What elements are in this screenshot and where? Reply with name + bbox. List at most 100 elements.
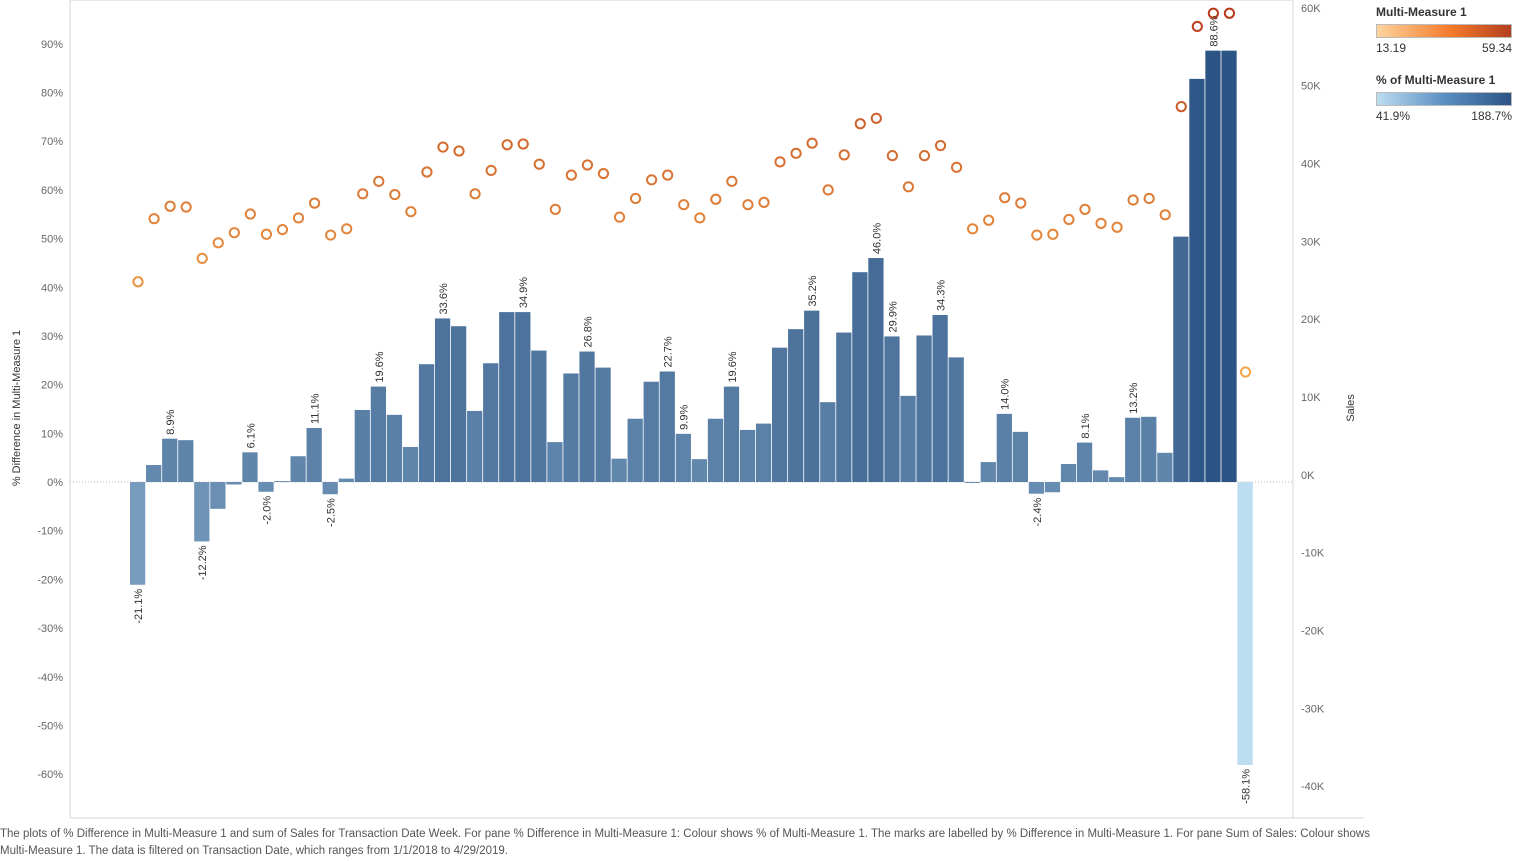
bar: [258, 482, 274, 492]
bar: [868, 258, 884, 483]
left-axis-title: % Difference in Multi-Measure 1: [11, 330, 23, 486]
bar: [627, 418, 643, 483]
sales-point: [613, 211, 626, 223]
bar-label: 46.0%: [871, 223, 883, 254]
bar: [418, 364, 435, 483]
legend-color-ramp: [1376, 92, 1512, 106]
left-tick-label: 90%: [41, 39, 63, 51]
bar: [980, 462, 996, 483]
bar: [852, 272, 868, 483]
left-tick-label: 10%: [41, 428, 63, 440]
sales-point: [950, 161, 963, 173]
bar: [162, 438, 178, 483]
bar-label: -2.4%: [1032, 498, 1044, 527]
bar: [563, 373, 579, 483]
bar: [467, 410, 483, 483]
right-tick-label: 30K: [1301, 236, 1321, 248]
bar-label: 88.6%: [1208, 15, 1220, 46]
sales-point: [967, 223, 979, 235]
sales-point: [517, 138, 529, 150]
sales-point: [453, 145, 465, 157]
left-tick-label: 0%: [47, 477, 63, 489]
bar: [354, 409, 370, 483]
bar: [194, 482, 210, 542]
sales-point: [678, 199, 690, 211]
bar: [1012, 431, 1028, 483]
sales-point: [1031, 229, 1043, 241]
legend-color-ramp: [1376, 24, 1512, 38]
right-tick-label: 20K: [1301, 314, 1321, 326]
combo-chart: 90% 80% 70% 60% 50% 40% 30% 20% 10% 0% -10% -20% -30…: [11, 0, 1364, 819]
sales-point: [629, 192, 642, 205]
left-tick-label: -20%: [37, 574, 63, 586]
sales-point: [694, 212, 706, 224]
sales-point: [164, 200, 176, 212]
sales-point: [742, 199, 754, 211]
legend-title: Multi-Measure 1: [1376, 5, 1467, 19]
bar: [1093, 470, 1109, 483]
bar-label: 35.2%: [807, 275, 819, 306]
sales-point: [533, 158, 545, 170]
left-tick-label: -30%: [37, 623, 63, 635]
bar: [820, 402, 836, 483]
right-tick-label: -30K: [1301, 703, 1325, 715]
sales-point: [1127, 194, 1139, 206]
right-tick-label: -20K: [1301, 625, 1325, 637]
sales-point: [1095, 217, 1107, 229]
scatter-series: [132, 7, 1252, 378]
bar: [146, 464, 162, 483]
sales-point: [485, 164, 497, 177]
bar-label: 29.9%: [887, 301, 899, 332]
sales-point: [646, 174, 658, 186]
bar: [723, 386, 740, 483]
bar: [900, 395, 916, 483]
bar: [210, 482, 226, 509]
bar: [643, 381, 659, 483]
bar: [274, 481, 290, 483]
bar-label: 8.1%: [1080, 413, 1092, 438]
sales-point: [806, 137, 818, 149]
sales-point: [838, 149, 850, 161]
legend-min: 13.19: [1376, 41, 1407, 55]
sales-point: [357, 188, 369, 200]
bar: [1189, 78, 1205, 483]
legend-percent-multi-measure: % of Multi-Measure 1 41.9% 188.7%: [1376, 73, 1512, 123]
sales-point: [581, 159, 594, 171]
right-axis-ticks: 60K 50K 40K 30K 20K 10K 0K -10K -20K -30K -40K: [1301, 3, 1325, 793]
sales-point: [1207, 7, 1219, 19]
bar: [1028, 482, 1045, 494]
sales-point: [999, 192, 1011, 204]
sales-point: [1175, 101, 1187, 113]
sales-point: [1159, 209, 1171, 221]
bar: [306, 427, 322, 483]
chart-frame: [69, 0, 1364, 819]
legend-title: % of Multi-Measure 1: [1376, 73, 1496, 87]
right-tick-label: 40K: [1301, 158, 1321, 170]
bar-labels: -21.1% 8.9% -12.2% 6.1% -2.0% 11.1% -2.5% 19.6%…: [133, 15, 1252, 804]
right-tick-label: 10K: [1301, 392, 1321, 404]
sales-point: [758, 196, 770, 208]
bar: [531, 350, 547, 483]
sales-point: [180, 201, 192, 213]
sales-point: [405, 206, 417, 218]
bar: [451, 326, 467, 483]
sales-point: [276, 224, 289, 236]
sales-point: [1111, 221, 1123, 233]
left-tick-label: -50%: [37, 720, 63, 732]
sales-point: [1079, 203, 1091, 215]
bar-label: 34.3%: [936, 280, 948, 311]
sales-point: [1191, 20, 1203, 33]
bar: [996, 413, 1012, 483]
bar: [338, 478, 354, 483]
sales-point: [308, 197, 321, 209]
bar: [483, 363, 499, 483]
bar: [1173, 236, 1189, 483]
bar-label: 14.0%: [1000, 378, 1012, 409]
bar-label: 8.9%: [165, 409, 177, 434]
sales-point: [790, 147, 802, 159]
sales-point: [597, 167, 610, 180]
bar: [434, 318, 451, 483]
bar: [1060, 464, 1077, 483]
sales-point: [421, 166, 433, 178]
right-axis-title: Sales: [1345, 394, 1357, 422]
